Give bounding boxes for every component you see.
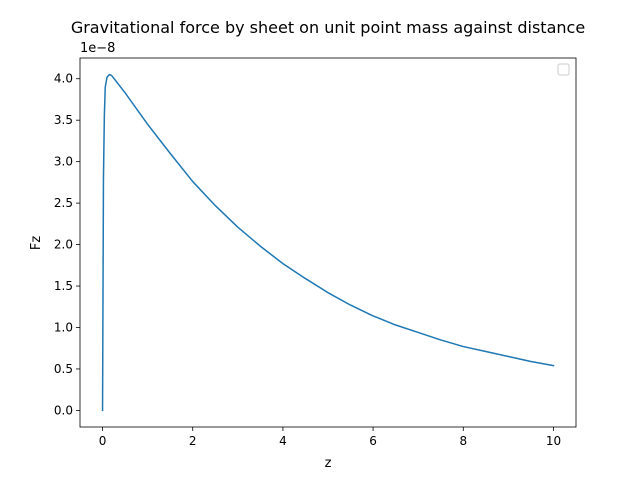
y-tick-label: 0.5 [54, 362, 73, 376]
x-tick-label: 6 [369, 434, 377, 448]
y-tick-label: 2.0 [54, 238, 73, 252]
series-line-0 [101, 73, 555, 412]
y-tick-label: 3.0 [54, 155, 73, 169]
y-axis-offset-label: 1e−8 [80, 41, 115, 56]
y-tick-label: 2.5 [54, 196, 73, 210]
plot-area: 0 2 4 6 8 10 0.0 0.5 1.0 1.5 2.0 2.5 3.0 3.5 4.0 [54, 57, 577, 448]
y-tick-label: 1.5 [54, 279, 73, 293]
x-tick-label: 0 [99, 434, 107, 448]
x-tick-label: 4 [279, 434, 287, 448]
chart-title: Gravitational force by sheet on unit poi… [71, 18, 585, 37]
y-tick-label: 4.0 [54, 72, 73, 86]
y-tick-label: 3.5 [54, 113, 73, 127]
x-tick-label: 10 [546, 434, 561, 448]
y-tick-label: 1.0 [54, 320, 73, 334]
x-tick-label: 2 [189, 434, 197, 448]
legend [557, 63, 570, 76]
axes-frame [79, 57, 577, 428]
y-tick-label: 0.0 [54, 403, 73, 417]
x-tick-label: 8 [459, 434, 467, 448]
y-axis-label: Fz [29, 236, 44, 250]
x-axis-label: z [325, 456, 332, 471]
